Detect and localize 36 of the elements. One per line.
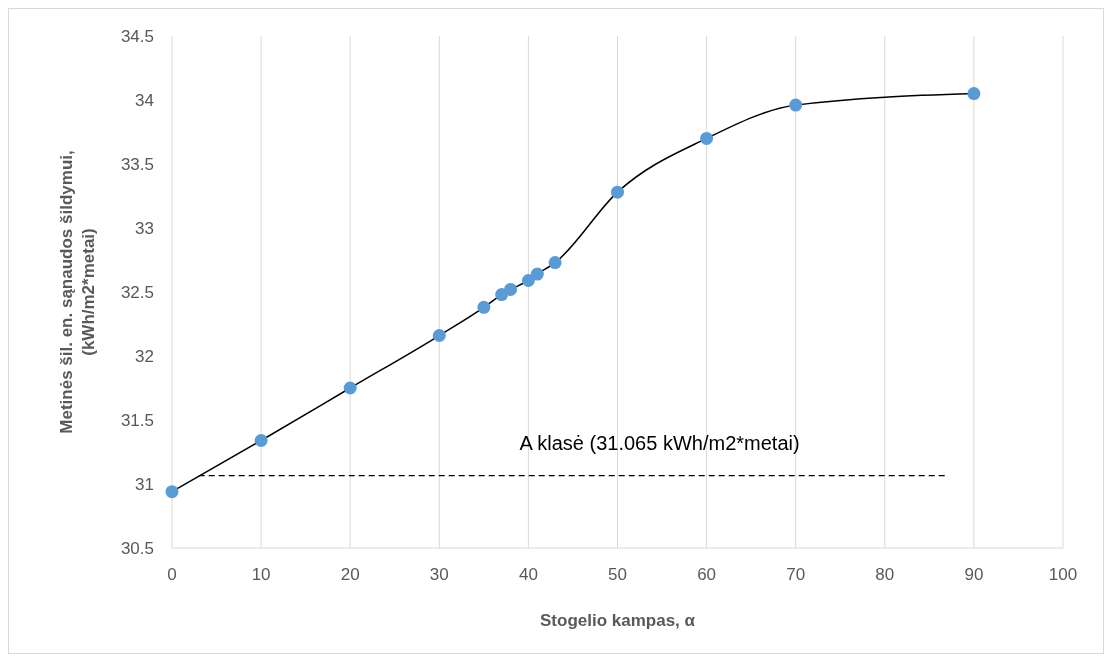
point	[700, 131, 714, 145]
point	[254, 433, 268, 447]
point	[611, 185, 624, 199]
x-tick-label: 80	[875, 565, 895, 584]
y-tick-label: 32.5	[120, 283, 154, 302]
point	[504, 282, 518, 296]
x-tick-label: 10	[251, 565, 271, 584]
y-tick-label: 33.5	[120, 155, 154, 174]
y-tick-label: 32	[135, 347, 154, 366]
point	[530, 267, 544, 281]
y-tick-label: 31	[135, 475, 154, 494]
point	[477, 300, 491, 314]
point	[432, 329, 446, 343]
x-tick-label: 0	[167, 565, 177, 584]
point	[165, 485, 179, 499]
point	[967, 87, 981, 101]
x-tick-label: 50	[608, 565, 627, 584]
point	[789, 98, 803, 112]
y-tick-label: 31.5	[120, 411, 154, 430]
point	[343, 381, 357, 395]
ref-line-label: A klasė (31.065 kWh/m2*metai)	[519, 431, 800, 454]
x-tick-label: 40	[518, 565, 538, 584]
point	[521, 273, 535, 287]
point	[548, 256, 562, 270]
x-axis-title: Stogelio kampas, α	[540, 611, 696, 630]
x-tick-label: 70	[786, 565, 806, 584]
y-axis-title: Metinės šil. en. sąnaudos šildymui, (kWh/m2*metai)	[57, 150, 98, 434]
x-tick-label: 20	[340, 565, 360, 584]
y-tick-label: 30.5	[120, 539, 154, 558]
x-tick-label: 100	[1048, 565, 1078, 584]
y-tick-label: 34	[135, 91, 154, 110]
x-tick-label: 60	[697, 565, 717, 584]
x-tick-label: 90	[964, 565, 984, 584]
x-tick-label: 30	[429, 565, 449, 584]
y-tick-label: 34.5	[120, 27, 154, 46]
y-tick-label: 33	[135, 219, 154, 238]
